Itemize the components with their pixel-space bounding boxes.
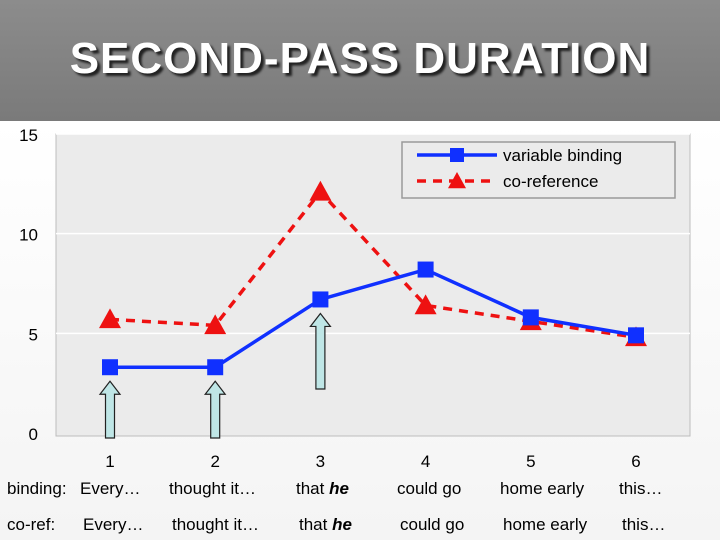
x-tick-label: 1 [105, 452, 114, 471]
data-point [102, 359, 118, 376]
line-chart: 0 5 10 15 1 2 3 4 5 6 variable binding co-referen… [19, 126, 691, 471]
y-tick-label: 0 [29, 425, 38, 444]
legend: variable binding co-reference [401, 141, 676, 199]
coref-word-1: Every… [83, 515, 144, 534]
series-variable-binding [102, 261, 644, 376]
x-tick-label: 5 [526, 452, 535, 471]
coref-row-label: co-ref: [7, 515, 56, 534]
data-point [207, 359, 224, 376]
series-layer [99, 180, 647, 376]
binding-word-3: that he [296, 479, 349, 498]
gridlines [56, 133, 690, 335]
data-point [448, 172, 466, 189]
data-point [450, 148, 464, 162]
x-axis-ticks: 1 2 3 4 5 6 [105, 452, 640, 471]
x-tick-label: 2 [210, 452, 219, 471]
data-point [628, 327, 644, 344]
y-tick-label: 10 [19, 226, 38, 245]
up-arrow-icon [203, 380, 227, 439]
series-line [110, 267, 637, 369]
legend-label: co-reference [503, 172, 598, 191]
x-tick-label: 4 [421, 452, 430, 471]
data-point [99, 308, 121, 329]
data-point [414, 294, 437, 315]
x-tick-label: 3 [316, 452, 325, 471]
legend-label: variable binding [503, 146, 622, 165]
up-arrow-icon [309, 312, 332, 390]
up-arrow-icon [98, 380, 122, 439]
binding-word-4: could go [397, 479, 462, 498]
binding-row-label: binding: [7, 479, 67, 498]
y-tick-label: 5 [29, 325, 38, 344]
coref-row: co-ref: Every… thought it… that he could go… [0, 515, 720, 545]
data-point [309, 180, 332, 201]
title-bar [0, 0, 720, 121]
coref-word-2: thought it… [172, 515, 259, 534]
slide-title: SECOND-PASS DURATION [69, 34, 651, 83]
binding-word-1: Every… [80, 479, 141, 498]
binding-highlight-word: he [329, 479, 349, 498]
legend-items: variable binding co-reference [417, 146, 622, 191]
arrows [98, 312, 332, 439]
binding-word-6: this… [619, 479, 663, 498]
binding-row: binding: Every… thought it… that he could g… [0, 479, 720, 509]
y-tick-label: 15 [19, 126, 38, 145]
data-point [204, 314, 227, 335]
coref-word-5: home early [503, 515, 588, 534]
data-point [312, 291, 329, 308]
coref-word-3: that he [299, 515, 352, 534]
binding-word-5: home early [500, 479, 585, 498]
data-point [522, 309, 539, 326]
binding-word-2: thought it… [169, 479, 256, 498]
x-tick-label: 6 [631, 452, 640, 471]
series-line [109, 189, 637, 340]
coref-word-6: this… [622, 515, 666, 534]
legend-box [401, 141, 676, 199]
coref-word-4: could go [400, 515, 465, 534]
y-axis-ticks: 0 5 10 15 [19, 126, 38, 444]
coref-highlight-word: he [332, 515, 352, 534]
data-point [417, 261, 434, 278]
